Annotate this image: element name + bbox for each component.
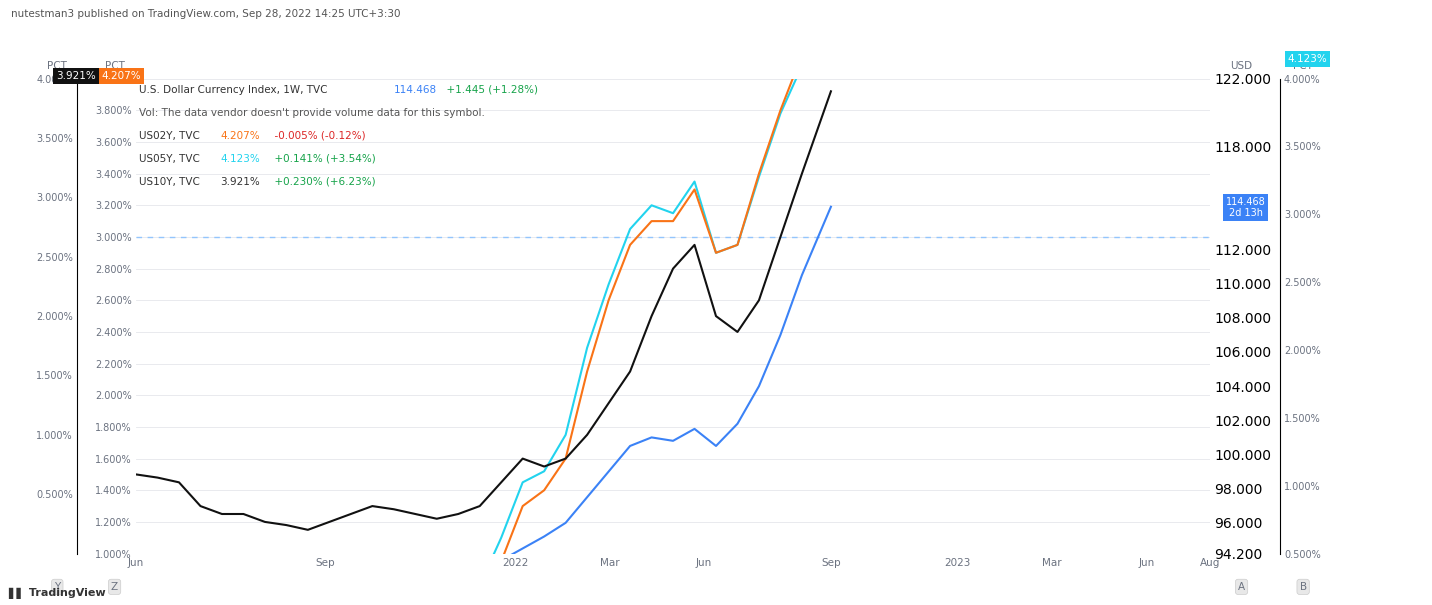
Text: USD: USD	[1230, 61, 1253, 71]
Text: A: A	[1239, 582, 1244, 592]
Text: nutestman3 published on TradingView.com, Sep 28, 2022 14:25 UTC+3:30: nutestman3 published on TradingView.com,…	[11, 9, 401, 19]
Text: Z: Z	[112, 582, 117, 592]
Text: 4.123%: 4.123%	[221, 154, 261, 164]
Text: US05Y, TVC: US05Y, TVC	[139, 154, 203, 164]
Text: 4.207%: 4.207%	[102, 71, 142, 80]
Text: US10Y, TVC: US10Y, TVC	[139, 177, 203, 187]
Text: -0.005% (-0.12%): -0.005% (-0.12%)	[268, 131, 365, 141]
Text: 114.468: 114.468	[394, 85, 437, 95]
Text: 4.207%: 4.207%	[221, 131, 261, 141]
Text: PCT: PCT	[1293, 61, 1313, 71]
Text: Y: Y	[54, 582, 60, 592]
Text: +1.445 (+1.28%): +1.445 (+1.28%)	[440, 85, 537, 95]
Text: 3.921%: 3.921%	[56, 71, 96, 80]
Text: 4.123%: 4.123%	[1287, 54, 1327, 64]
Text: 114.468
2d 13h: 114.468 2d 13h	[1226, 197, 1266, 218]
Text: +0.230% (+6.23%): +0.230% (+6.23%)	[268, 177, 375, 187]
Text: B: B	[1300, 582, 1306, 592]
Text: ▌▌ TradingView: ▌▌ TradingView	[9, 587, 106, 599]
Text: Vol: The data vendor doesn't provide volume data for this symbol.: Vol: The data vendor doesn't provide vol…	[139, 108, 485, 118]
Text: US02Y, TVC: US02Y, TVC	[139, 131, 203, 141]
Text: PCT: PCT	[47, 61, 67, 71]
Text: U.S. Dollar Currency Index, 1W, TVC: U.S. Dollar Currency Index, 1W, TVC	[139, 85, 331, 95]
Text: 3.921%: 3.921%	[221, 177, 261, 187]
Text: PCT: PCT	[105, 61, 125, 71]
Text: +0.141% (+3.54%): +0.141% (+3.54%)	[268, 154, 375, 164]
